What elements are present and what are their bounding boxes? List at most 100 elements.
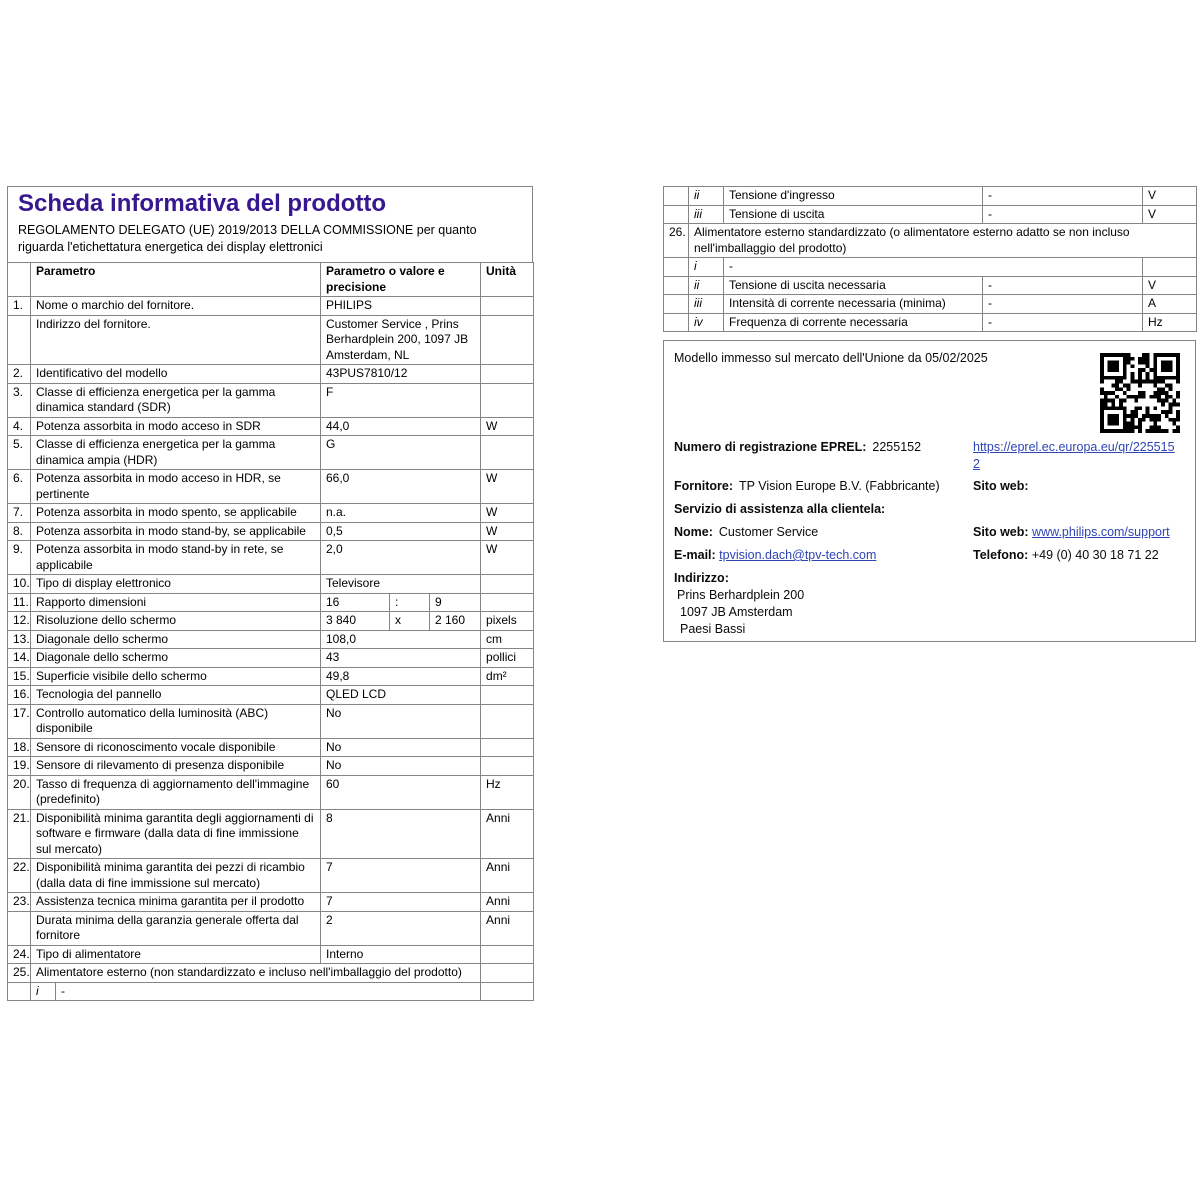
row-value-separator: : bbox=[389, 592, 430, 612]
table-row: 17. Controllo automatico della luminosità… bbox=[7, 703, 535, 739]
table-row: 15. Superficie visibile dello schermo 49,8… bbox=[7, 666, 535, 686]
supplier-label: Fornitore: bbox=[674, 479, 734, 493]
email-row: E-mail: tpvision.dach@tpv-tech.com Telef… bbox=[674, 547, 1185, 564]
row-value: 49,8 bbox=[319, 666, 482, 686]
row-number bbox=[7, 910, 31, 946]
row-number: 18. bbox=[7, 737, 31, 757]
row-value: - bbox=[982, 204, 1143, 224]
row-label: Sensore di rilevamento di presenza dispo… bbox=[30, 756, 321, 776]
row-label: Classe di efficienza energetica per la g… bbox=[30, 382, 321, 418]
supplier-value: TP Vision Europe B.V. (Fabbricante) bbox=[739, 479, 940, 493]
row-unit bbox=[480, 296, 535, 316]
row-unit: Anni bbox=[480, 892, 535, 912]
row-unit bbox=[480, 364, 535, 384]
table-row: 19. Sensore di rilevamento di presenza di… bbox=[7, 756, 535, 776]
row-label: Intensità di corrente necessaria (minima… bbox=[723, 294, 983, 314]
table-row: 3. Classe di efficienza energetica per la… bbox=[7, 382, 535, 418]
table-row: 8. Potenza assorbita in modo stand-by, se… bbox=[7, 521, 535, 541]
row-unit bbox=[480, 703, 535, 739]
row-number: 17. bbox=[7, 703, 31, 739]
row-label: Durata minima della garanzia generale of… bbox=[30, 910, 321, 946]
table-row: 20. Tasso di frequenza di aggiornamento d… bbox=[7, 774, 535, 810]
row-unit: V bbox=[1142, 186, 1197, 206]
row-value: 60 bbox=[319, 774, 482, 810]
row-label: Potenza assorbita in modo stand-by in re… bbox=[30, 540, 321, 575]
row-value: No bbox=[319, 703, 482, 739]
row-unit: V bbox=[1142, 204, 1197, 224]
row-number: 14. bbox=[7, 648, 31, 668]
row-value: n.a. bbox=[319, 503, 482, 523]
row-value: 8 bbox=[319, 808, 482, 859]
row-unit: Hz bbox=[480, 774, 535, 810]
row-number bbox=[663, 204, 689, 224]
row-value: - bbox=[54, 981, 482, 1001]
row-label: Alimentatore esterno standardizzato (o a… bbox=[688, 223, 1197, 258]
row-unit bbox=[480, 382, 535, 418]
row-number bbox=[663, 312, 689, 332]
table-row: Durata minima della garanzia generale of… bbox=[7, 910, 535, 946]
row-number: 20. bbox=[7, 774, 31, 810]
row-value: Televisore bbox=[319, 574, 482, 594]
table-row: 4. Potenza assorbita in modo acceso in SD… bbox=[7, 416, 535, 436]
row-value: PHILIPS bbox=[319, 296, 482, 316]
row-number bbox=[663, 294, 689, 314]
row-label: Controllo automatico della luminosità (A… bbox=[30, 703, 321, 739]
row-value: 43PUS7810/12 bbox=[319, 364, 482, 384]
row-number: 25. bbox=[7, 963, 31, 983]
row-unit: W bbox=[480, 521, 535, 541]
row-number bbox=[663, 275, 689, 295]
row-number: 13. bbox=[7, 629, 31, 649]
row-value: 7 bbox=[319, 892, 482, 912]
regulation-text: REGOLAMENTO DELEGATO (UE) 2019/2013 DELL… bbox=[18, 223, 477, 254]
table-row: iv Frequenza di corrente necessaria - Hz bbox=[663, 312, 1197, 332]
table-row: 12. Risoluzione dello schermo 3 840 x 2 160 p… bbox=[7, 611, 535, 631]
email-link[interactable]: tpvision.dach@tpv-tech.com bbox=[719, 548, 877, 562]
table-row: 16. Tecnologia del pannello QLED LCD bbox=[7, 685, 535, 705]
table-row: iii Tensione di uscita - V bbox=[663, 204, 1197, 224]
email-label: E-mail: bbox=[674, 548, 716, 562]
row-label: Frequenza di corrente necessaria bbox=[723, 312, 983, 332]
row-unit: Anni bbox=[480, 858, 535, 893]
row-number: 7. bbox=[7, 503, 31, 523]
row-number bbox=[663, 257, 689, 277]
eprel-link[interactable]: https://eprel.ec.europa.eu/qr/2255152 bbox=[973, 440, 1175, 471]
row-value: 2,0 bbox=[319, 540, 482, 575]
row-unit: W bbox=[480, 540, 535, 575]
row-value: - bbox=[723, 257, 1143, 277]
row-number: 10. bbox=[7, 574, 31, 594]
row-unit: pixels bbox=[480, 611, 535, 631]
row-label: Tensione d'ingresso bbox=[723, 186, 983, 206]
row-value: 108,0 bbox=[319, 629, 482, 649]
roman-index: i bbox=[30, 981, 56, 1001]
eprel-number: 2255152 bbox=[872, 440, 922, 454]
header-parameter: Parametro bbox=[30, 262, 321, 297]
row-unit bbox=[480, 981, 535, 1001]
row-number: 8. bbox=[7, 521, 31, 541]
title-block: Scheda informativa del prodotto REGOLAME… bbox=[7, 186, 533, 262]
support-link[interactable]: www.philips.com/support bbox=[1032, 525, 1170, 539]
row-unit: W bbox=[480, 503, 535, 523]
row-label: Nome o marchio del fornitore. bbox=[30, 296, 321, 316]
row-unit bbox=[1142, 257, 1197, 277]
row-value: QLED LCD bbox=[319, 685, 482, 705]
row-label: Tecnologia del pannello bbox=[30, 685, 321, 705]
row-number: 1. bbox=[7, 296, 31, 316]
table-row: ii Tensione di uscita necessaria - V bbox=[663, 275, 1197, 295]
row-value: G bbox=[319, 435, 482, 470]
qr-code-image bbox=[1100, 353, 1180, 433]
row-value: 66,0 bbox=[319, 469, 482, 504]
row-unit bbox=[480, 435, 535, 470]
row-value: 44,0 bbox=[319, 416, 482, 436]
table-row: Indirizzo del fornitore. Customer Service… bbox=[7, 314, 535, 365]
row-unit: cm bbox=[480, 629, 535, 649]
table-row: iii Intensità di corrente necessaria (min… bbox=[663, 294, 1197, 314]
page-title: Scheda informativa del prodotto bbox=[18, 190, 387, 217]
roman-index: iii bbox=[688, 294, 724, 314]
row-label: Sensore di riconoscimento vocale disponi… bbox=[30, 737, 321, 757]
service-heading: Servizio di assistenza alla clientela: bbox=[674, 502, 886, 516]
address-line: Prins Berhardplein 200 bbox=[677, 588, 805, 602]
row-unit: A bbox=[1142, 294, 1197, 314]
row-label: Alimentatore esterno (non standardizzato… bbox=[29, 963, 482, 983]
table-row: i- bbox=[7, 981, 535, 1001]
